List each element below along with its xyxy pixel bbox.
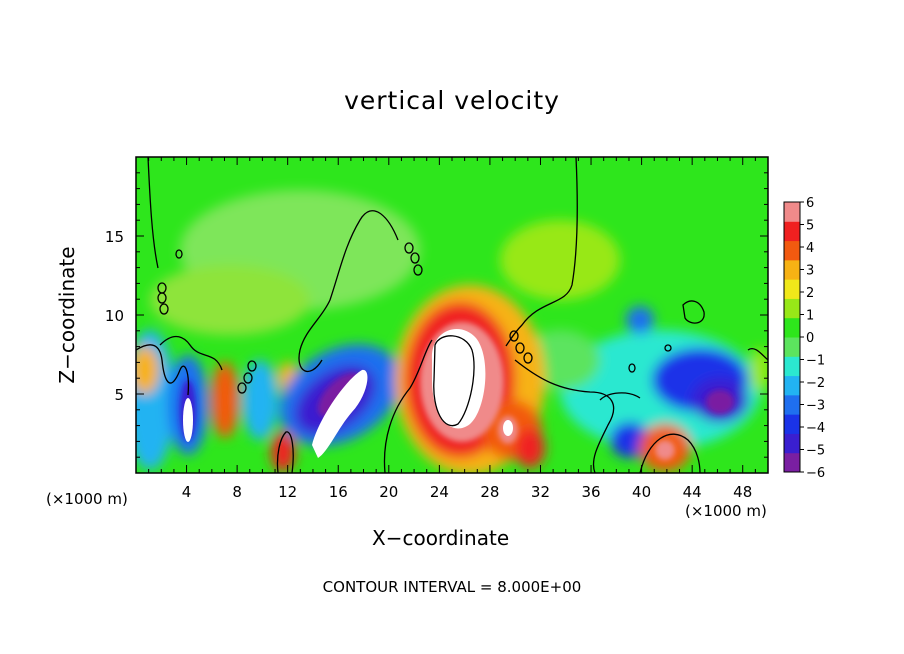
colorbar-label: 3 <box>806 264 814 279</box>
contour-loop <box>157 292 167 304</box>
colorbar-label: −2 <box>806 376 825 391</box>
contour-loop <box>509 330 519 342</box>
x-tick-label: 4 <box>182 483 192 501</box>
contour-line <box>136 344 190 396</box>
colorbar-swatch <box>784 317 800 338</box>
colorbar-swatch <box>784 356 800 377</box>
x-tick-label: 32 <box>531 483 550 501</box>
contour-line <box>147 157 159 269</box>
field-blob <box>136 346 159 394</box>
contour-line <box>682 300 705 324</box>
colorbar-swatch <box>784 202 800 222</box>
contour-line <box>747 348 768 361</box>
contour-loop <box>404 242 414 254</box>
colorbar-swatch <box>784 240 800 261</box>
contour-loop <box>523 352 533 364</box>
y-tick-label: 10 <box>105 307 124 325</box>
field-max-region <box>312 369 368 458</box>
colorbar-swatch <box>784 452 800 473</box>
x-tick-label: 8 <box>232 483 242 501</box>
field-blob <box>150 265 310 335</box>
colorbar-label: 6 <box>806 196 814 211</box>
field-max-region <box>183 398 193 442</box>
colorbar-swatch <box>784 279 800 299</box>
contour-loop <box>628 363 636 373</box>
x-tick-label: 24 <box>430 483 449 501</box>
contour-line <box>276 431 294 473</box>
contour-loop <box>175 249 183 259</box>
colorbar-label: −1 <box>806 354 825 369</box>
contour-loop <box>247 360 257 372</box>
field-core <box>706 390 734 414</box>
contour-line <box>599 392 641 401</box>
contour-loop <box>515 342 525 354</box>
colorbar-swatch <box>784 259 800 280</box>
contour-loop <box>410 252 420 264</box>
x-tick-label: 36 <box>581 483 600 501</box>
contour-loop <box>237 382 247 394</box>
contour-line <box>639 433 701 473</box>
contour-line <box>298 210 399 373</box>
x-axis-unit-right: (×1000 m) <box>685 502 767 520</box>
field-max-region <box>431 329 486 429</box>
colorbar-label: 5 <box>806 219 814 234</box>
contour-loop <box>413 264 423 276</box>
y-tick-label: 15 <box>105 228 124 246</box>
x-tick-label: 20 <box>379 483 398 501</box>
contour-line <box>383 339 433 473</box>
colorbar-label: −5 <box>806 444 825 459</box>
colorbar-label: −4 <box>806 421 825 436</box>
colorbar-swatch <box>784 337 800 357</box>
colorbar-label: −3 <box>806 399 825 414</box>
x-tick-label: 28 <box>480 483 499 501</box>
colorbar-swatch <box>784 414 800 434</box>
x-tick-label: 48 <box>733 483 752 501</box>
y-tick-label: 5 <box>114 386 124 404</box>
field-blob <box>626 306 654 334</box>
colorbar-label: 2 <box>806 286 814 301</box>
colorbar-swatch <box>784 221 800 242</box>
colorbar: 6 5 4 3 2 1 0 −1 −2 −3 −4 −5 −6 <box>783 196 825 481</box>
x-tick-label: 40 <box>632 483 651 501</box>
colorbar-swatch <box>784 298 800 319</box>
field-blob <box>750 348 768 392</box>
field-blob <box>515 428 545 468</box>
colorbar-label: 0 <box>806 331 814 346</box>
contour-loop <box>159 303 169 315</box>
field-blob <box>211 362 239 438</box>
x-tick-label: 16 <box>329 483 348 501</box>
field-core <box>655 440 675 460</box>
x-tick-label: 44 <box>683 483 702 501</box>
colorbar-swatch <box>784 433 800 454</box>
x-tick-label: 12 <box>278 483 297 501</box>
field-blob <box>242 360 278 440</box>
field-max-region <box>503 420 513 436</box>
field-layer <box>136 157 768 473</box>
colorbar-label: −6 <box>806 466 825 481</box>
zero-contours <box>136 157 768 473</box>
x-axis-unit-left: (×1000 m) <box>46 490 128 508</box>
x-axis-label: X−coordinate <box>372 526 510 550</box>
colorbar-label: 1 <box>806 309 814 324</box>
contour-line <box>159 335 223 371</box>
colorbar-label: 4 <box>806 241 814 256</box>
contour-interval-note: CONTOUR INTERVAL = 8.000E+00 <box>322 578 582 596</box>
contour-line <box>433 335 475 427</box>
colorbar-swatch <box>784 394 800 415</box>
contour-loop <box>243 372 253 384</box>
chart-title: vertical velocity <box>344 86 560 115</box>
contour-line <box>514 359 615 473</box>
contour-loop <box>664 344 672 352</box>
field-blob <box>500 220 620 300</box>
contour-line <box>505 157 578 347</box>
y-axis-label: Z−coordinate <box>55 246 79 384</box>
colorbar-swatch <box>784 375 800 396</box>
